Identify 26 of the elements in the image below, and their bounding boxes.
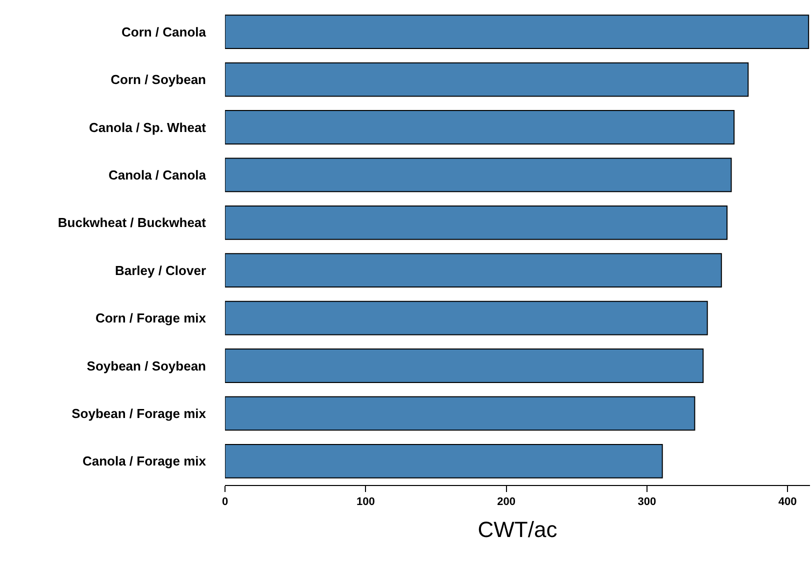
y-tick-label: Corn / Forage mix: [95, 310, 207, 326]
y-tick-label: Corn / Canola: [121, 24, 207, 40]
y-tick-label: Soybean / Soybean: [86, 358, 206, 374]
x-tick-label: 100: [356, 496, 375, 508]
x-tick-label: 0: [222, 496, 228, 508]
y-tick-label: Canola / Sp. Wheat: [88, 120, 207, 135]
y-tick-label: Barley / Clover: [114, 262, 206, 278]
bar: [225, 158, 732, 192]
x-axis-title: CWT/ac: [478, 517, 558, 542]
bar: [225, 444, 663, 478]
x-tick-label: 400: [778, 496, 797, 508]
bar: [225, 348, 704, 383]
bar: [225, 396, 696, 431]
y-tick-label: Canola / Forage mix: [82, 454, 207, 469]
bar: [225, 300, 708, 336]
y-tick-label: Corn / Soybean: [110, 72, 206, 88]
bar: [225, 253, 722, 288]
y-tick-label: Buckwheat / Buckwheat: [58, 215, 207, 230]
x-tick-label: 300: [638, 496, 656, 508]
bar: [225, 14, 810, 50]
x-tick-label: 200: [497, 496, 516, 508]
y-tick-label: Canola / Canola: [108, 168, 207, 182]
y-tick-label: Soybean / Forage mix: [72, 406, 207, 421]
bar: [225, 62, 749, 97]
bar: [225, 205, 728, 240]
bar: [225, 110, 735, 144]
